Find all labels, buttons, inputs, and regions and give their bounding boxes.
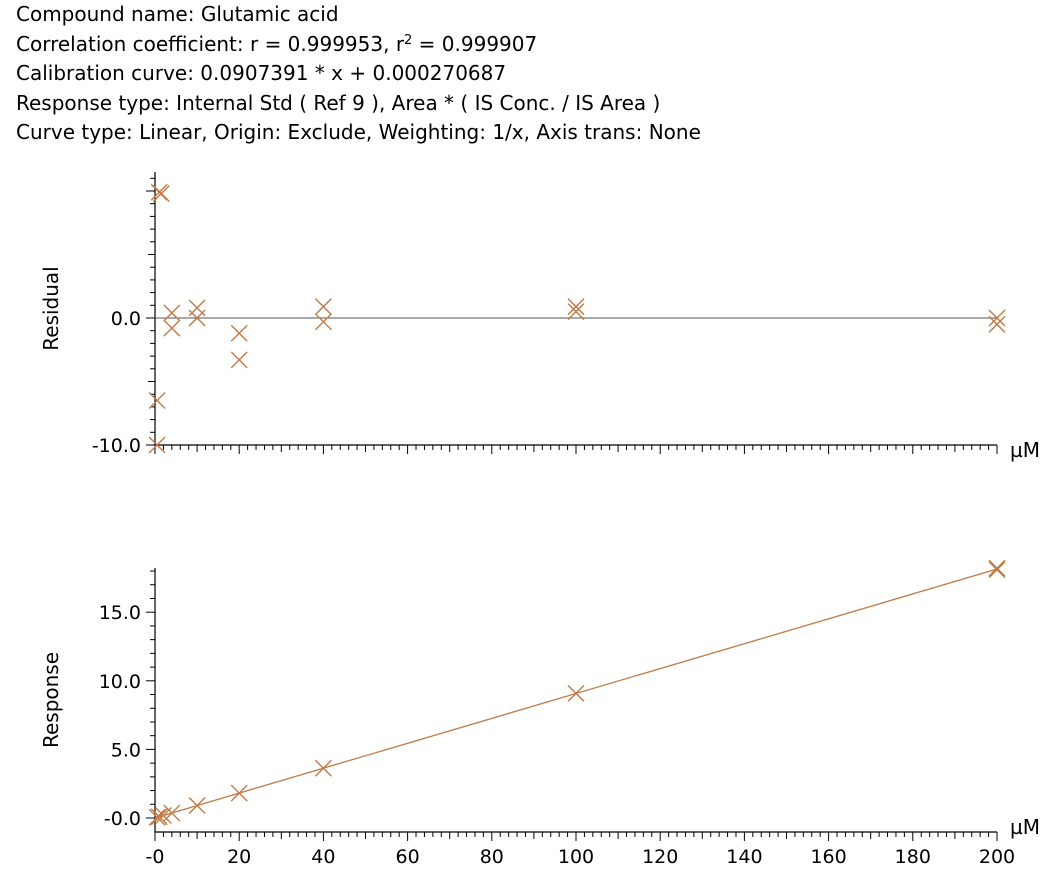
compound-name-line: Compound name: Glutamic acid: [16, 2, 339, 26]
response-x-unit: µM: [1010, 815, 1040, 839]
residual-point: [188, 309, 206, 327]
response-plot: 15.0 10.0 5.0 -0.0 Response -0 20 40 60 80 100 120 1…: [39, 559, 1040, 868]
residual-point: [230, 324, 248, 342]
response-y-label: Response: [39, 652, 63, 748]
residual-y-tick-label: -10.0: [92, 435, 141, 457]
residual-y-label: Residual: [39, 266, 63, 350]
curve-type-line: Curve type: Linear, Origin: Exclude, Wei…: [16, 120, 701, 144]
response-point: [188, 797, 206, 815]
response-x-tick-label: 120: [642, 846, 678, 868]
residual-point: [152, 185, 170, 203]
correlation-line: Correlation coefficient: r = 0.999953, r…: [16, 30, 1046, 60]
response-x-tick-label: 180: [895, 846, 931, 868]
response-y-tick-label: 15.0: [99, 602, 141, 624]
correlation-prefix: Correlation coefficient: r = 0.999953, r: [16, 31, 405, 56]
residual-point: [148, 392, 166, 410]
residual-point: [188, 299, 206, 317]
response-y-tick-label: 5.0: [111, 739, 141, 761]
residual-point: [314, 298, 332, 316]
response-point: [314, 759, 332, 777]
response-point: [230, 784, 248, 802]
residual-x-unit: µM: [1010, 438, 1040, 462]
response-x-tick-label: -0: [146, 846, 165, 868]
residual-plot: 0.0 -10.0 Residual µM: [39, 172, 1040, 462]
response-x-tick-label: 140: [726, 846, 762, 868]
residual-point: [988, 315, 1006, 333]
residual-point: [163, 319, 181, 337]
residual-point: [163, 304, 181, 322]
response-x-tick-label: 160: [810, 846, 846, 868]
response-x-tick-label: 200: [979, 846, 1015, 868]
response-y-tick-label: 10.0: [99, 671, 141, 693]
response-x-tick-label: 20: [227, 846, 251, 868]
residual-point: [230, 351, 248, 369]
report-header: Compound name: Glutamic acid Correlation…: [16, 0, 1046, 148]
response-point: [988, 561, 1006, 579]
residual-point: [567, 303, 585, 321]
correlation-superscript: 2: [404, 32, 413, 48]
response-point: [988, 559, 1006, 577]
residual-point: [148, 436, 166, 454]
response-y-tick-label: -0.0: [104, 808, 141, 830]
response-x-tick-label: 100: [558, 846, 594, 868]
residual-y-tick-label: 0.0: [111, 308, 141, 330]
response-type-line: Response type: Internal Std ( Ref 9 ), A…: [16, 90, 661, 115]
response-point: [163, 804, 181, 822]
calibration-curve-line: Calibration curve: 0.0907391 * x + 0.000…: [16, 61, 507, 85]
correlation-suffix: = 0.999907: [412, 31, 538, 56]
residual-point: [567, 298, 585, 316]
response-x-tick-label: 40: [311, 846, 335, 868]
response-point: [148, 808, 166, 826]
response-point: [567, 684, 585, 702]
residual-point: [988, 309, 1006, 327]
response-x-tick-label: 80: [480, 846, 504, 868]
response-point: [150, 808, 168, 826]
response-x-tick-label: 60: [396, 846, 420, 868]
residual-point: [314, 313, 332, 331]
